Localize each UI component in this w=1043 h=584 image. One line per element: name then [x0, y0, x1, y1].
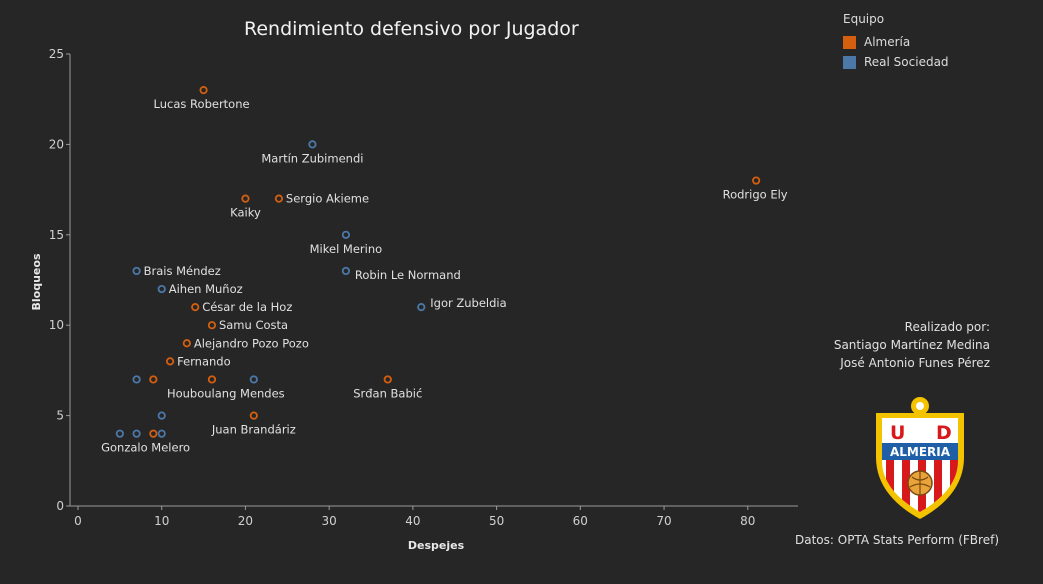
credits-heading: Realizado por: [904, 320, 990, 334]
point-real-sociedad[interactable] [308, 140, 317, 149]
point-real-sociedad[interactable] [157, 429, 166, 438]
point-almer-a[interactable] [199, 86, 208, 95]
point-label: Robin Le Normand [355, 268, 461, 282]
point-real-sociedad[interactable] [341, 230, 351, 239]
legend-swatch-almeria [843, 35, 856, 49]
x-tick-label: 50 [489, 514, 504, 528]
y-tick-label: 20 [49, 137, 64, 151]
point-almer-a[interactable] [274, 194, 284, 203]
point-real-sociedad[interactable] [157, 411, 166, 420]
y-tick-label: 5 [56, 409, 64, 423]
point-label: Fernando [177, 354, 231, 368]
point-label: Martín Zubimendi [261, 151, 363, 165]
legend-item-real-sociedad[interactable]: Real Sociedad [843, 52, 949, 72]
point-real-sociedad[interactable] [132, 266, 141, 276]
point-real-sociedad[interactable] [157, 284, 166, 294]
point-real-sociedad[interactable] [249, 375, 258, 384]
point-label: Srđan Babić [353, 386, 422, 400]
x-tick-label: 70 [656, 514, 671, 528]
ud-almeria-crest-logo: U D ALMERIA [870, 395, 970, 525]
point-almer-a[interactable] [182, 339, 191, 348]
point-almer-a[interactable] [752, 176, 761, 185]
point-label: Gonzalo Melero [101, 441, 190, 455]
legend: Equipo Almería Real Sociedad [843, 12, 949, 72]
point-real-sociedad[interactable] [115, 429, 124, 438]
point-real-sociedad[interactable] [341, 266, 351, 276]
legend-label-almeria: Almería [864, 35, 911, 49]
point-real-sociedad[interactable] [132, 429, 141, 438]
point-real-sociedad[interactable] [132, 375, 141, 384]
x-axis-label: Despejes [408, 539, 465, 552]
y-tick-label: 25 [49, 47, 64, 61]
point-label: Houboulang Mendes [167, 386, 285, 400]
chart-title: Rendimiento defensivo por Jugador [244, 18, 579, 40]
x-tick-label: 10 [154, 514, 169, 528]
point-label: Aihen Muñoz [169, 282, 243, 296]
point-label: Kaiky [230, 206, 261, 220]
y-axis-label: Bloqueos [30, 253, 43, 310]
point-label: Rodrigo Ely [723, 188, 788, 202]
point-label: Brais Méndez [144, 264, 221, 278]
svg-text:U: U [890, 422, 905, 444]
point-labels: Lucas Robertone Rodrigo Ely Kaiky Sergio Ak… [101, 97, 788, 455]
point-real-sociedad[interactable] [417, 303, 426, 312]
x-tick-label: 0 [74, 514, 82, 528]
credits-author-1: Santiago Martínez Medina [833, 338, 990, 352]
point-almer-a[interactable] [207, 375, 217, 384]
y-tick-label: 15 [49, 228, 64, 242]
legend-title: Equipo [843, 12, 885, 26]
y-tick-label: 10 [49, 318, 64, 332]
data-source-note: Datos: OPTA Stats Perform (FBref) [795, 533, 999, 547]
point-label: Mikel Merino [310, 242, 383, 256]
svg-text:D: D [936, 422, 952, 444]
x-tick-label: 20 [238, 514, 253, 528]
point-label: Juan Brandáriz [211, 423, 296, 437]
x-tick-label: 80 [740, 514, 755, 528]
point-almer-a[interactable] [191, 303, 200, 312]
point-label: Samu Costa [219, 318, 288, 332]
x-tick-label: 60 [573, 514, 588, 528]
point-label: César de la Hoz [202, 300, 292, 314]
point-label: Alejandro Pozo Pozo [194, 336, 309, 350]
axes: 0 5 10 15 20 25 0 10 20 30 40 50 60 70 80 Despejes Bloqu… [30, 47, 798, 552]
point-label: Lucas Robertone [154, 97, 250, 111]
credits-author-2: José Antonio Funes Pérez [840, 356, 990, 370]
legend-label-real-sociedad: Real Sociedad [864, 55, 949, 69]
point-almer-a[interactable] [241, 194, 250, 203]
credits: Realizado por: Santiago Martínez Medina … [834, 318, 990, 372]
point-label: Igor Zubeldia [430, 296, 506, 310]
legend-item-almeria[interactable]: Almería [843, 32, 949, 52]
y-tick-label: 0 [56, 499, 64, 513]
x-tick-label: 40 [405, 514, 420, 528]
point-almer-a[interactable] [207, 321, 217, 330]
point-almer-a[interactable] [165, 357, 175, 366]
point-label: Sergio Akieme [286, 192, 369, 206]
point-almer-a[interactable] [383, 375, 392, 384]
point-almer-a[interactable] [249, 411, 258, 420]
legend-swatch-real-sociedad [843, 55, 856, 69]
svg-text:ALMERIA: ALMERIA [890, 445, 951, 459]
point-almer-a[interactable] [149, 375, 158, 384]
x-tick-label: 30 [322, 514, 337, 528]
point-almer-a[interactable] [149, 429, 158, 438]
data-points [115, 86, 761, 438]
